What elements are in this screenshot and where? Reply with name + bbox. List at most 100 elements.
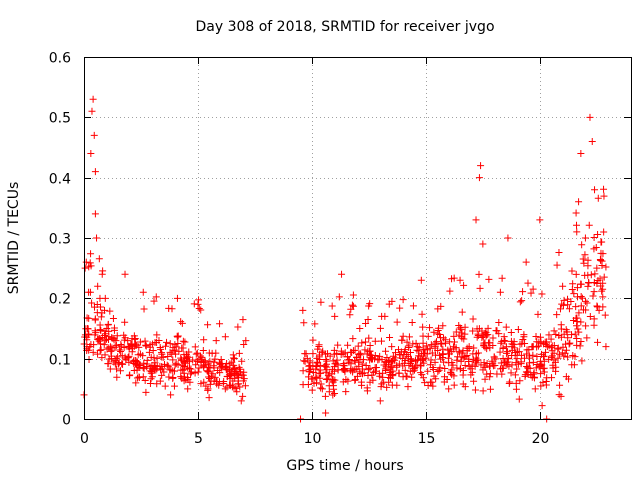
data-point bbox=[591, 270, 599, 278]
data-point bbox=[234, 323, 242, 331]
data-point bbox=[140, 365, 148, 373]
data-point bbox=[378, 373, 386, 381]
data-point bbox=[572, 270, 580, 278]
data-point bbox=[202, 382, 210, 390]
data-point bbox=[109, 314, 117, 322]
data-point bbox=[220, 378, 228, 386]
data-point bbox=[113, 373, 121, 381]
y-tick-label: 0.4 bbox=[49, 172, 71, 188]
data-point bbox=[199, 362, 207, 370]
data-point bbox=[549, 361, 557, 369]
data-point bbox=[486, 373, 494, 381]
data-point bbox=[134, 351, 142, 359]
data-point bbox=[537, 382, 545, 390]
data-point bbox=[339, 361, 347, 369]
data-point bbox=[349, 347, 357, 355]
data-point bbox=[361, 338, 369, 346]
data-point bbox=[463, 347, 471, 355]
data-point bbox=[87, 150, 95, 158]
data-point bbox=[511, 371, 519, 379]
data-point bbox=[532, 333, 540, 341]
data-point bbox=[480, 342, 488, 350]
data-point bbox=[521, 340, 529, 348]
data-point bbox=[328, 302, 336, 310]
data-point bbox=[578, 294, 586, 302]
data-point bbox=[393, 363, 401, 371]
data-point bbox=[195, 364, 203, 372]
data-point bbox=[481, 375, 489, 383]
data-point bbox=[132, 379, 140, 387]
data-point bbox=[434, 305, 442, 313]
data-point bbox=[590, 315, 598, 323]
data-point bbox=[444, 354, 452, 362]
data-point bbox=[450, 381, 458, 389]
data-point bbox=[108, 334, 116, 342]
data-point bbox=[408, 373, 416, 381]
data-point bbox=[344, 356, 352, 364]
data-point bbox=[171, 367, 179, 375]
data-point bbox=[453, 364, 461, 372]
data-point bbox=[152, 293, 160, 301]
data-point bbox=[577, 302, 585, 310]
data-point bbox=[554, 345, 562, 353]
data-point bbox=[469, 356, 477, 364]
data-point bbox=[471, 362, 479, 370]
x-tick-label: 10 bbox=[304, 431, 322, 447]
data-point bbox=[500, 333, 508, 341]
data-point bbox=[334, 366, 342, 374]
data-point bbox=[473, 333, 481, 341]
data-point bbox=[519, 335, 527, 343]
data-point bbox=[204, 321, 212, 329]
data-point bbox=[441, 365, 449, 373]
data-point bbox=[467, 365, 475, 373]
data-point bbox=[557, 333, 565, 341]
data-point bbox=[312, 373, 320, 381]
data-point bbox=[601, 311, 609, 319]
data-point bbox=[361, 346, 369, 354]
data-point bbox=[367, 355, 375, 363]
data-point bbox=[455, 347, 463, 355]
data-point bbox=[468, 361, 476, 369]
x-axis-label: GPS time / hours bbox=[286, 458, 403, 474]
data-point bbox=[599, 293, 607, 301]
data-point bbox=[560, 352, 568, 360]
data-point bbox=[531, 385, 539, 393]
data-point bbox=[88, 299, 96, 307]
data-point bbox=[597, 282, 605, 290]
data-point bbox=[573, 284, 581, 292]
data-point bbox=[299, 306, 307, 314]
data-point bbox=[475, 270, 483, 278]
data-point bbox=[360, 369, 368, 377]
data-point bbox=[437, 355, 445, 363]
data-point bbox=[584, 271, 592, 279]
data-point bbox=[193, 349, 201, 357]
data-point bbox=[174, 339, 182, 347]
data-point bbox=[88, 107, 96, 115]
data-point bbox=[597, 238, 605, 246]
data-point bbox=[338, 270, 346, 278]
data-point bbox=[431, 358, 439, 366]
data-point bbox=[530, 369, 538, 377]
data-point bbox=[140, 305, 148, 313]
data-point bbox=[556, 381, 564, 389]
data-point bbox=[142, 341, 150, 349]
data-point bbox=[556, 305, 564, 313]
data-point bbox=[211, 355, 219, 363]
data-point bbox=[547, 335, 555, 343]
data-point bbox=[419, 332, 427, 340]
data-point bbox=[493, 327, 501, 335]
data-point bbox=[371, 337, 379, 345]
data-point bbox=[486, 339, 494, 347]
data-point bbox=[477, 162, 485, 170]
data-point bbox=[508, 361, 516, 369]
data-point bbox=[575, 198, 583, 206]
data-point bbox=[344, 341, 352, 349]
data-point bbox=[506, 378, 514, 386]
data-point bbox=[230, 370, 238, 378]
data-point bbox=[236, 365, 244, 373]
data-point bbox=[408, 318, 416, 326]
data-point bbox=[90, 131, 98, 139]
data-point bbox=[542, 377, 550, 385]
data-point bbox=[371, 364, 379, 372]
data-point bbox=[81, 264, 89, 272]
